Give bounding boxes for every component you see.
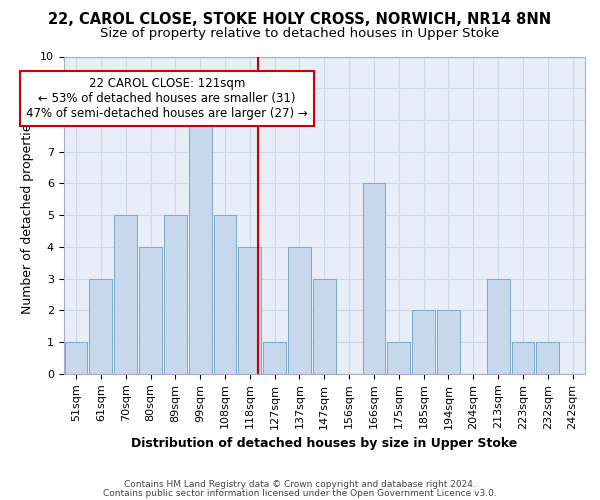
- Bar: [512, 342, 535, 374]
- X-axis label: Distribution of detached houses by size in Upper Stoke: Distribution of detached houses by size …: [131, 437, 517, 450]
- Bar: [114, 215, 137, 374]
- Bar: [89, 278, 112, 374]
- Bar: [388, 342, 410, 374]
- Bar: [288, 247, 311, 374]
- Bar: [487, 278, 509, 374]
- Bar: [412, 310, 435, 374]
- Bar: [263, 342, 286, 374]
- Bar: [139, 247, 162, 374]
- Bar: [437, 310, 460, 374]
- Bar: [214, 215, 236, 374]
- Text: 22, CAROL CLOSE, STOKE HOLY CROSS, NORWICH, NR14 8NN: 22, CAROL CLOSE, STOKE HOLY CROSS, NORWI…: [49, 12, 551, 28]
- Y-axis label: Number of detached properties: Number of detached properties: [22, 116, 34, 314]
- Bar: [65, 342, 88, 374]
- Bar: [189, 120, 212, 374]
- Bar: [238, 247, 261, 374]
- Text: 22 CAROL CLOSE: 121sqm
← 53% of detached houses are smaller (31)
47% of semi-det: 22 CAROL CLOSE: 121sqm ← 53% of detached…: [26, 77, 308, 120]
- Bar: [313, 278, 336, 374]
- Bar: [536, 342, 559, 374]
- Text: Contains public sector information licensed under the Open Government Licence v3: Contains public sector information licen…: [103, 488, 497, 498]
- Text: Size of property relative to detached houses in Upper Stoke: Size of property relative to detached ho…: [100, 28, 500, 40]
- Text: Contains HM Land Registry data © Crown copyright and database right 2024.: Contains HM Land Registry data © Crown c…: [124, 480, 476, 489]
- Bar: [362, 184, 385, 374]
- Bar: [164, 215, 187, 374]
